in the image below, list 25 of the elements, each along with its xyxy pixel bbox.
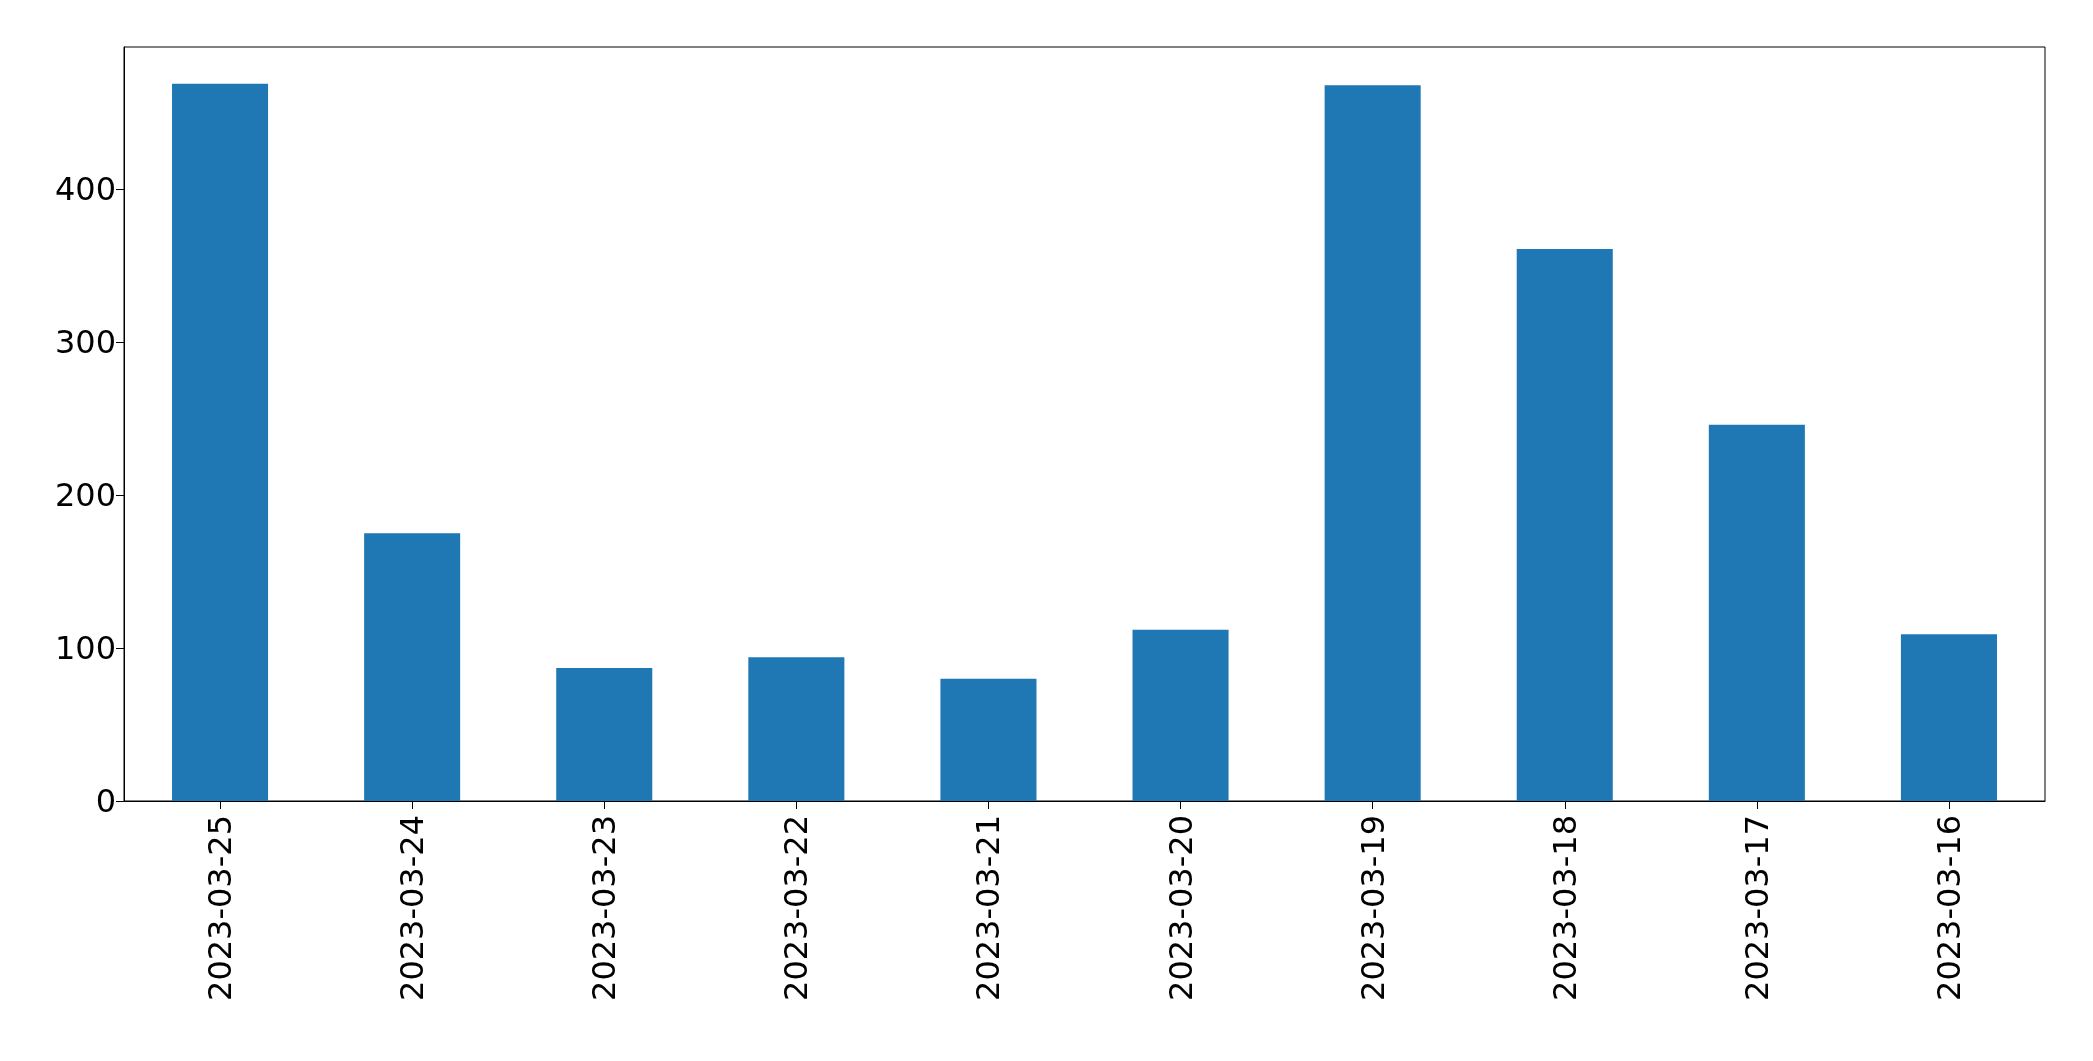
bar [1900,634,1997,801]
y-tick-label: 100 [54,629,116,668]
x-tick-label: 2023-03-22 [777,815,816,1001]
x-tick-label: 2023-03-18 [1545,815,1584,1001]
x-tick-label: 2023-03-16 [1929,815,1968,1001]
x-tick-label: 2023-03-19 [1353,815,1392,1001]
x-tick-label: 2023-03-21 [969,815,1008,1001]
y-tick-label: 0 [95,782,116,820]
bar [1324,85,1421,801]
x-tick-label: 2023-03-20 [1161,815,1200,1001]
x-tick-label: 2023-03-25 [201,815,240,1001]
bar [1708,424,1805,801]
bar [1132,629,1229,801]
y-tick-label: 400 [54,170,116,209]
x-tick-label: 2023-03-24 [393,815,432,1001]
bar [364,533,461,801]
bar [556,667,653,801]
y-tick-label: 300 [54,323,116,362]
x-tick-label: 2023-03-23 [585,815,624,1001]
bar [172,83,269,801]
bar [748,657,845,801]
bar [940,678,1037,801]
y-tick-label: 200 [54,476,116,515]
bar [1516,248,1613,801]
x-tick-label: 2023-03-17 [1737,815,1776,1001]
